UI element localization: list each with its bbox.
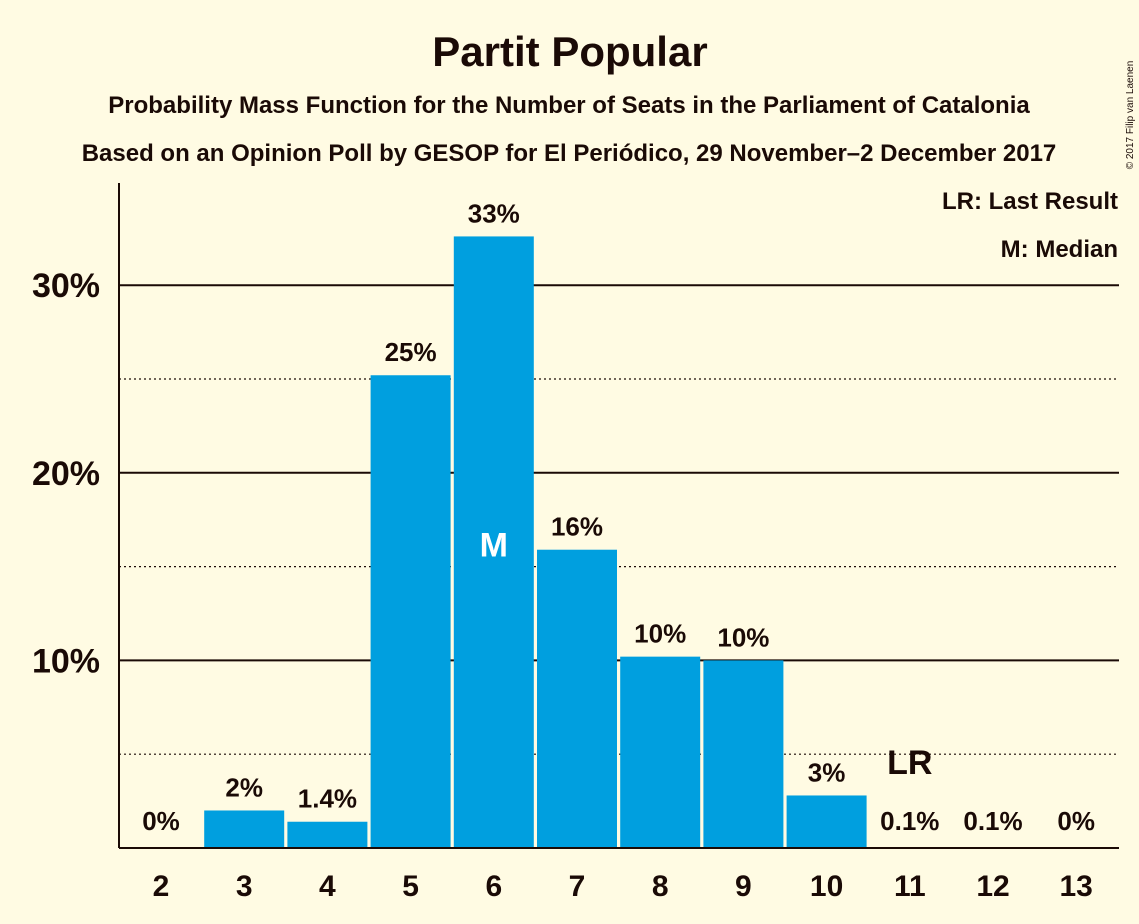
- x-tick-label: 3: [236, 870, 253, 903]
- bar: [204, 810, 285, 848]
- legend-item: LR: Last Result: [942, 188, 1118, 215]
- x-tick-label: 9: [735, 870, 752, 903]
- bar: [620, 656, 701, 848]
- data-label: 10%: [634, 619, 686, 649]
- y-tick-label: 30%: [32, 267, 100, 305]
- y-tick-label: 10%: [32, 642, 100, 680]
- bar: [537, 549, 617, 848]
- x-tick-label: 8: [652, 870, 669, 903]
- grid-lines: [119, 284, 1119, 755]
- x-tick-label: 10: [810, 870, 843, 903]
- data-labels: 0% 2% 1.4% 25% 33% 16% 10% 10% 3% 0.1% 0.1% 0% M LR: [142, 198, 1095, 836]
- data-label: 33%: [468, 198, 520, 228]
- chart-subtitle-2: Based on an Opinion Poll by GESOP for El…: [82, 140, 1057, 167]
- last-result-marker: LR: [887, 744, 932, 782]
- bar: [370, 375, 451, 848]
- x-tick-label: 2: [153, 870, 170, 903]
- data-label: 3%: [808, 757, 846, 787]
- data-label: 25%: [385, 337, 437, 367]
- x-tick-label: 4: [319, 870, 336, 903]
- legend: LR: Last Result M: Median: [942, 188, 1118, 263]
- bar: [453, 236, 534, 848]
- data-label: 0.1%: [963, 806, 1022, 836]
- chart-title: Partit Popular: [432, 28, 707, 75]
- bars: [204, 236, 867, 848]
- legend-item: M: Median: [1001, 236, 1118, 263]
- copyright-text: © 2017 Filip van Laenen: [1125, 61, 1136, 170]
- x-tick-label: 13: [1060, 870, 1093, 903]
- data-label: 10%: [717, 622, 769, 652]
- x-tick-label: 6: [485, 870, 502, 903]
- median-marker: M: [480, 526, 508, 564]
- bar: [786, 795, 867, 848]
- y-tick-label: 20%: [32, 455, 100, 493]
- x-tick-label: 5: [402, 870, 419, 903]
- data-label: 16%: [551, 512, 603, 542]
- data-label: 1.4%: [298, 784, 357, 814]
- chart-subtitle-1: Probability Mass Function for the Number…: [108, 92, 1030, 119]
- x-tick-label: 12: [976, 870, 1009, 903]
- x-tick-label: 7: [569, 870, 586, 903]
- x-tick-label: 11: [894, 870, 926, 903]
- bar: [287, 821, 368, 848]
- axes: 10% 20% 30% 2 3 4 5 6 7 8 9 10 11 12 13: [32, 183, 1119, 903]
- data-label: 0%: [142, 806, 180, 836]
- data-label: 0%: [1057, 806, 1095, 836]
- data-label: 2%: [225, 772, 263, 802]
- bar: [703, 660, 784, 848]
- data-label: 0.1%: [880, 806, 939, 836]
